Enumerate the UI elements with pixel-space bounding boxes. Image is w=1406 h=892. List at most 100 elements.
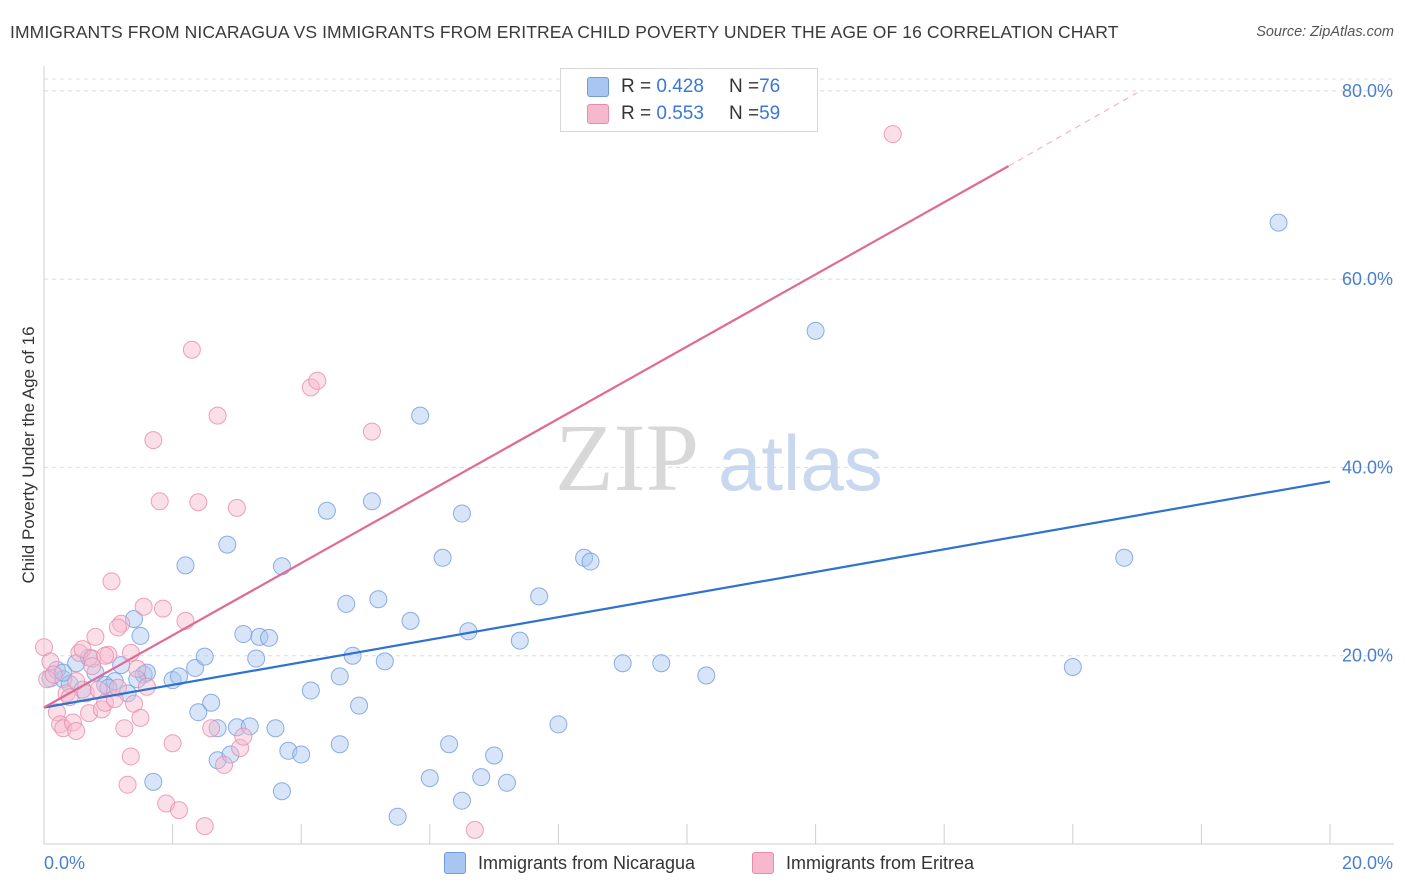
legend-r-value: 0.428 — [656, 76, 704, 97]
data-point-nicaragua — [317, 501, 336, 520]
data-point-nicaragua — [218, 535, 237, 554]
data-point-nicaragua — [189, 703, 208, 722]
trend-extension-eritrea — [1008, 92, 1138, 167]
data-point-eritrea — [67, 722, 86, 741]
data-point-eritrea — [38, 670, 57, 689]
y-tick-label: 60.0% — [1342, 269, 1393, 289]
data-point-nicaragua — [411, 406, 430, 425]
data-point-nicaragua — [170, 667, 189, 686]
source-label: Source: ZipAtlas.com — [1256, 24, 1394, 40]
data-point-nicaragua — [697, 666, 716, 685]
data-point-nicaragua — [652, 654, 671, 673]
data-point-nicaragua — [195, 647, 214, 666]
data-point-nicaragua — [240, 717, 259, 736]
data-point-eritrea — [83, 657, 102, 676]
legend-r-label: R = — [621, 103, 657, 124]
bottom-legend-label: Immigrants from Eritrea — [786, 852, 975, 873]
legend-n-label: N = — [729, 103, 760, 124]
x-tick-label: 20.0% — [1342, 853, 1393, 873]
data-point-eritrea — [131, 708, 150, 727]
data-point-eritrea — [231, 738, 250, 757]
legend-n-label: N = — [729, 76, 760, 97]
data-point-eritrea — [182, 340, 201, 359]
data-point-eritrea — [170, 801, 189, 820]
data-point-nicaragua — [260, 628, 279, 647]
data-point-eritrea — [234, 727, 253, 746]
tick-label-layer: 20.0% 40.0% 60.0% 80.0% 0.0% 20.0% — [44, 81, 1393, 873]
bottom-legend-swatch-eritrea — [752, 852, 774, 874]
data-point-eritrea — [202, 719, 221, 738]
data-point-nicaragua — [485, 746, 504, 765]
data-point-nicaragua — [452, 791, 471, 810]
bottom-legend-label: Immigrants from Nicaragua — [478, 852, 696, 873]
data-point-nicaragua — [227, 718, 246, 737]
data-point-eritrea — [465, 820, 484, 839]
data-point-nicaragua — [497, 773, 516, 792]
bottom-legend-eritrea: Immigrants from Eritrea — [752, 852, 974, 874]
data-point-eritrea — [137, 677, 156, 696]
data-point-eritrea — [96, 646, 115, 665]
data-point-nicaragua — [388, 807, 407, 826]
data-point-eritrea — [108, 678, 127, 697]
data-point-nicaragua — [433, 548, 452, 567]
trend-line-eritrea — [43, 165, 1010, 709]
legend-row-nicaragua: R = 0.428 N = 76 — [587, 75, 780, 99]
data-point-eritrea — [227, 498, 246, 517]
data-point-eritrea — [176, 611, 195, 630]
data-point-nicaragua — [806, 321, 825, 340]
y-tick-label: 80.0% — [1342, 81, 1393, 101]
data-point-nicaragua — [549, 715, 568, 734]
data-point-eritrea — [44, 665, 63, 684]
data-point-nicaragua — [613, 654, 632, 673]
axes-layer — [43, 66, 1394, 845]
data-point-nicaragua — [144, 772, 163, 791]
y-tick-label: 20.0% — [1342, 646, 1393, 666]
watermark-zip: ZIP — [555, 404, 699, 511]
chart-title: IMMIGRANTS FROM NICARAGUA VS IMMIGRANTS … — [10, 22, 1119, 42]
data-point-nicaragua — [247, 649, 266, 668]
data-point-nicaragua — [234, 625, 253, 644]
data-point-eritrea — [153, 599, 172, 618]
data-point-nicaragua — [1063, 658, 1082, 677]
data-point-eritrea — [144, 431, 163, 450]
data-point-nicaragua — [176, 556, 195, 575]
data-point-eritrea — [102, 572, 121, 591]
data-point-nicaragua — [510, 631, 529, 650]
data-point-nicaragua — [1115, 548, 1134, 567]
data-point-nicaragua — [208, 719, 227, 738]
data-point-eritrea — [115, 719, 134, 738]
data-point-nicaragua — [1269, 213, 1288, 232]
trend-line-nicaragua — [43, 480, 1331, 709]
trend-layer — [43, 92, 1331, 709]
legend-r-label: R = — [621, 76, 657, 97]
data-point-nicaragua — [420, 769, 439, 788]
legend: R = 0.428 N = 76 R = 0.553 N = 59 — [560, 68, 818, 132]
data-point-nicaragua — [350, 696, 369, 715]
data-point-eritrea — [118, 775, 137, 794]
data-point-eritrea — [362, 422, 381, 441]
data-point-eritrea — [73, 640, 92, 659]
data-point-eritrea — [189, 493, 208, 512]
data-point-nicaragua — [272, 782, 291, 801]
data-point-nicaragua — [128, 670, 147, 689]
grid-layer — [44, 78, 1394, 657]
bottom-legend-nicaragua: Immigrants from Nicaragua — [444, 852, 695, 874]
data-point-nicaragua — [330, 667, 349, 686]
data-point-nicaragua — [440, 735, 459, 754]
data-point-nicaragua — [362, 492, 381, 511]
data-point-nicaragua — [401, 611, 420, 630]
data-point-nicaragua — [369, 590, 388, 609]
legend-r-value: 0.553 — [656, 103, 704, 124]
bottom-legend-swatch-nicaragua — [444, 852, 466, 874]
data-point-nicaragua — [202, 693, 221, 712]
data-point-nicaragua — [375, 652, 394, 671]
data-point-nicaragua — [530, 587, 549, 606]
watermark: ZIP atlas — [555, 404, 883, 511]
data-point-nicaragua — [337, 594, 356, 613]
data-point-nicaragua — [330, 735, 349, 754]
data-point-eritrea — [883, 125, 902, 144]
legend-n-value: 76 — [759, 76, 781, 97]
data-point-eritrea — [134, 597, 153, 616]
data-point-nicaragua — [272, 557, 291, 576]
